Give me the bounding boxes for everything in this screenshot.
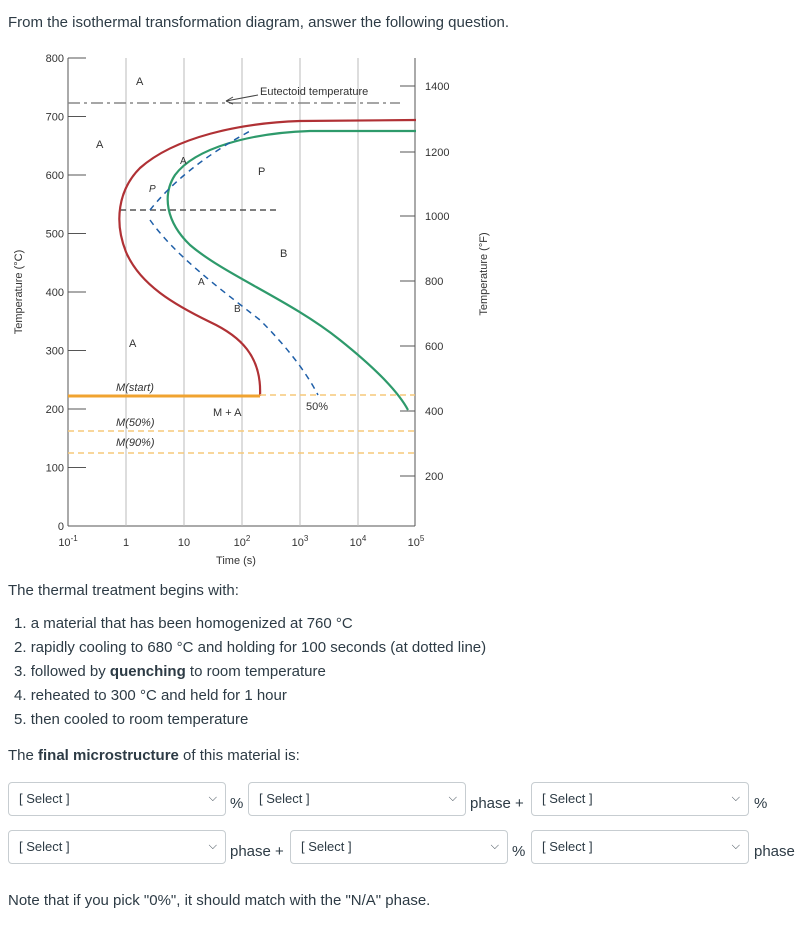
isothermal-transformation-diagram: A A A P B M + A 50% A P A B M(start) M(5…: [13, 53, 490, 567]
treatment-step: 1. a material that has been homogenized …: [14, 615, 353, 632]
celsius-tick-label: 700: [46, 112, 64, 124]
row2-phase-select-2[interactable]: [ Select ] ⌵: [531, 830, 749, 864]
chevron-down-icon: ⌵: [731, 792, 740, 804]
time-tick-label: 10-1: [58, 534, 78, 549]
chevron-down-icon: ⌵: [490, 840, 499, 852]
fahrenheit-tick-label: 1000: [425, 211, 449, 223]
chevron-down-icon: ⌵: [208, 792, 217, 804]
row1-percent-select-2[interactable]: [ Select ] ⌵: [531, 782, 749, 816]
label-b-region: B: [280, 248, 287, 260]
label-fifty-pct: 50%: [306, 401, 328, 413]
fahrenheit-tick-label: 1200: [425, 147, 449, 159]
label-curve-p: P: [149, 184, 156, 195]
celsius-tick-label: 500: [46, 229, 64, 241]
treatment-step: 2. rapidly cooling to 680 °C and holding…: [14, 639, 487, 656]
fahrenheit-tick-label: 600: [425, 341, 443, 353]
celsius-tick-label: 300: [46, 346, 64, 358]
fifty-percent-curve: [166, 129, 416, 411]
label-m-fifty: M(50%): [116, 417, 155, 429]
label-m-start: M(start): [116, 382, 154, 394]
row1-phase-select[interactable]: [ Select ] ⌵: [248, 782, 466, 816]
chevron-down-icon: ⌵: [208, 840, 217, 852]
fahrenheit-tick-label: 1400: [425, 81, 449, 93]
treatment-step: 3. followed by quenching to room tempera…: [14, 663, 326, 680]
label-m-ninety: M(90%): [116, 437, 155, 449]
row2-suffix-3: phase: [754, 843, 795, 860]
celsius-tick-label: 800: [46, 53, 64, 65]
fahrenheit-tick-label: 800: [425, 276, 443, 288]
row2-suffix-2: %: [512, 843, 526, 860]
label-curve-a: A: [180, 156, 187, 167]
label-eutectoid: Eutectoid temperature: [260, 86, 368, 98]
eutectoid-arrow: [225, 94, 259, 102]
celsius-tick-label: 0: [58, 521, 64, 533]
transformation-path-lower: [149, 219, 319, 396]
chevron-down-icon: ⌵: [731, 840, 740, 852]
label-curve-a2: A: [198, 277, 205, 288]
time-tick-label: 105: [408, 534, 425, 549]
row1-suffix-2: phase +: [470, 795, 524, 812]
label-m-plus-a: M + A: [213, 407, 242, 419]
transformation-path-upper: [149, 129, 253, 211]
left-axis-title: Temperature (°C): [13, 250, 25, 334]
celsius-tick-label: 600: [46, 170, 64, 182]
time-tick-label: 102: [234, 534, 251, 549]
right-axis-title: Temperature (°F): [478, 232, 490, 315]
celsius-tick-label: 100: [46, 463, 64, 475]
time-tick-label: 1: [123, 537, 129, 549]
x-axis-title: Time (s): [216, 555, 256, 567]
treatment-step: 4. reheated to 300 °C and held for 1 hou…: [14, 687, 287, 704]
time-tick-label: 103: [292, 534, 309, 549]
note-text: Note that if you pick "0%", it should ma…: [8, 892, 431, 909]
label-p-region: P: [258, 166, 265, 178]
time-tick-label: 10: [178, 537, 190, 549]
chevron-down-icon: ⌵: [448, 792, 457, 804]
label-a-left: A: [96, 139, 104, 151]
row2-phase-select-1[interactable]: [ Select ] ⌵: [8, 830, 226, 864]
row2-suffix-1: phase +: [230, 843, 284, 860]
row1-suffix-3: %: [754, 795, 768, 812]
treatment-steps: 1. a material that has been homogenized …: [8, 612, 486, 732]
treatment-heading: The thermal treatment begins with:: [8, 582, 239, 599]
label-a-low: A: [129, 338, 137, 350]
time-tick-label: 104: [350, 534, 367, 549]
final-question: The final microstructure of this materia…: [8, 747, 300, 764]
label-curve-b: B: [234, 304, 241, 315]
celsius-tick-label: 200: [46, 404, 64, 416]
fahrenheit-tick-label: 400: [425, 406, 443, 418]
label-a-top: A: [136, 76, 144, 88]
transformation-start-curve: [118, 118, 417, 397]
celsius-tick-label: 400: [46, 287, 64, 299]
treatment-step: 5. then cooled to room temperature: [14, 711, 249, 728]
question-intro: From the isothermal transformation diagr…: [8, 14, 510, 31]
row1-suffix-1: %: [230, 795, 244, 812]
fahrenheit-tick-label: 200: [425, 471, 443, 483]
row1-percent-select-1[interactable]: [ Select ] ⌵: [8, 782, 226, 816]
row2-percent-select[interactable]: [ Select ] ⌵: [290, 830, 508, 864]
